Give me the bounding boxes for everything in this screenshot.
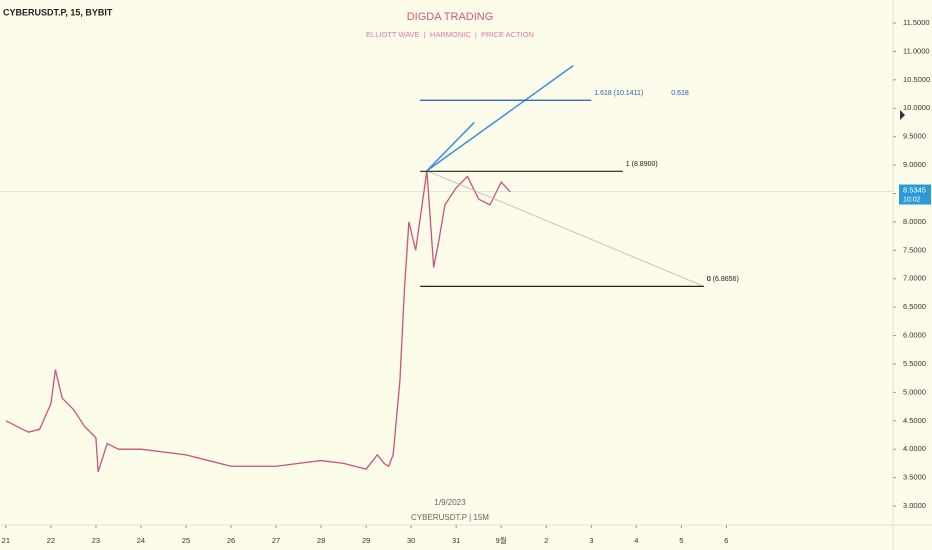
- x-tick-label: 4: [634, 536, 638, 545]
- x-tick-label: 26: [227, 536, 235, 545]
- last-price-tag: [899, 184, 931, 205]
- y-tick-label: 4.5000: [903, 416, 926, 425]
- y-tick-label: 5.0000: [903, 387, 926, 396]
- fib-label: 1 (8.8900): [626, 161, 658, 168]
- x-tick-label: 22: [47, 536, 55, 545]
- trend-line: [426, 170, 705, 287]
- x-tick-label: 24: [137, 536, 145, 545]
- x-tick-label: 23: [92, 536, 100, 545]
- brand: DIGDA TRADING: [407, 11, 494, 23]
- fib-label: 1.618 (10.1411): [594, 90, 643, 97]
- y-tick-label: 6.0000: [903, 331, 926, 340]
- chart-title: CYBERUSDT.P, 15, BYBIT: [3, 7, 113, 17]
- x-tick-label: 3: [589, 536, 593, 545]
- scroll-arrow[interactable]: [900, 110, 905, 120]
- date-note: 1/9/2023: [434, 498, 466, 507]
- x-tick-label: 21: [2, 536, 10, 545]
- y-tick-label: 8.0000: [903, 217, 926, 226]
- y-tick-label: 10.0000: [903, 103, 930, 112]
- x-tick-label: 31: [452, 536, 460, 545]
- y-tick-label: 7.5000: [903, 245, 926, 254]
- y-tick-label: 5.5000: [903, 359, 926, 368]
- y-tick-label: 7.0000: [903, 274, 926, 283]
- y-tick-label: 6.5000: [903, 302, 926, 311]
- x-tick-label: 30: [407, 536, 415, 545]
- x-tick-label: 25: [182, 536, 190, 545]
- last-time-label: 10:02: [903, 196, 921, 203]
- x-tick-label: 9월: [496, 535, 507, 545]
- fib-side-label: 0.618: [671, 90, 689, 97]
- footer: CYBERUSDT.P | 15M: [411, 513, 489, 522]
- y-tick-label: 3.5000: [903, 473, 926, 482]
- fib-label: 0 (6.8656): [707, 276, 739, 283]
- y-tick-label: 3.0000: [903, 501, 926, 510]
- trend-line: [426, 65, 574, 172]
- y-tick-label: 11.5000: [903, 18, 930, 27]
- y-tick-label: 4.0000: [903, 444, 926, 453]
- x-tick-label: 6: [724, 536, 728, 545]
- y-tick-label: 9.5000: [903, 132, 926, 141]
- x-tick-label: 2: [544, 536, 548, 545]
- y-tick-label: 11.0000: [903, 46, 930, 55]
- y-tick-label: 9.0000: [903, 160, 926, 169]
- trend-line: [426, 121, 475, 172]
- fib-side-label: 0: [707, 276, 711, 283]
- x-tick-label: 27: [272, 536, 280, 545]
- subtitle: ELLIOTT WAVE | HARMONIC | PRICE ACTION: [366, 30, 534, 39]
- price-line: [5, 170, 511, 473]
- y-tick-label: 10.5000: [903, 75, 930, 84]
- x-tick-label: 29: [362, 536, 370, 545]
- x-tick-label: 5: [679, 536, 683, 545]
- last-price-label: 8.5345: [903, 186, 926, 195]
- x-tick-label: 28: [317, 536, 325, 545]
